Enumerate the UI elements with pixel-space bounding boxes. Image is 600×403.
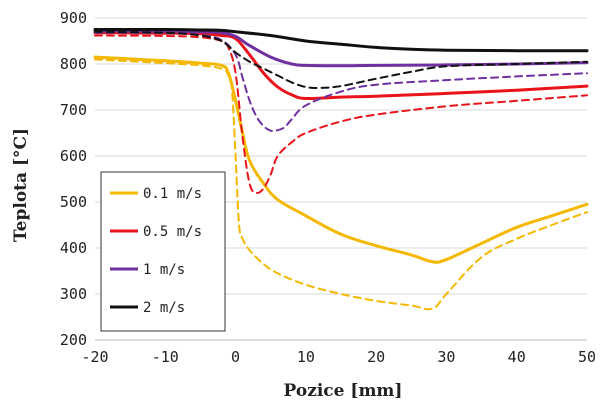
legend-label: 0.1 m/s (143, 186, 202, 202)
series-line-3 (93, 31, 589, 101)
y-tick-label: 400 (60, 239, 87, 257)
legend-label: 1 m/s (143, 262, 185, 278)
x-tick-label: 40 (508, 348, 526, 366)
series-line-7 (93, 27, 589, 53)
y-tick-label: 800 (60, 55, 87, 73)
x-tick-label: -20 (81, 348, 108, 366)
y-axis-title: Teplota [°C] (11, 128, 31, 242)
y-tick-label: 600 (60, 147, 87, 165)
legend: 0.1 m/s 0.5 m/s 1 m/s 2 m/s (100, 171, 226, 332)
series-line-6 (94, 31, 588, 133)
y-tick-label: 900 (60, 9, 87, 27)
y-tick-label: 700 (60, 101, 87, 119)
series-line-1 (93, 55, 589, 264)
series-line-4 (94, 34, 588, 194)
x-tick-label: 50 (578, 348, 596, 366)
tick-labels: 200 300 400 500 600 700 800 900 -20 -10 0 10 20 30 40 5… (60, 9, 596, 366)
legend-label: 0.5 m/s (143, 224, 202, 240)
x-tick-label: -10 (152, 348, 179, 366)
x-tick-label: 10 (297, 348, 315, 366)
x-axis-title: Pozice [mm] (284, 381, 403, 401)
x-tick-label: 20 (367, 348, 385, 366)
x-tick-label: 30 (437, 348, 455, 366)
series-line-8 (94, 30, 588, 89)
y-tick-label: 500 (60, 193, 87, 211)
y-tick-label: 300 (60, 285, 87, 303)
series-line-5 (93, 29, 589, 68)
legend-label: 2 m/s (143, 300, 185, 316)
x-tick-label: 0 (231, 348, 240, 366)
y-tick-label: 200 (60, 331, 87, 349)
legend-box (100, 171, 226, 332)
series-lines (93, 27, 589, 311)
series-line-2 (94, 58, 588, 311)
